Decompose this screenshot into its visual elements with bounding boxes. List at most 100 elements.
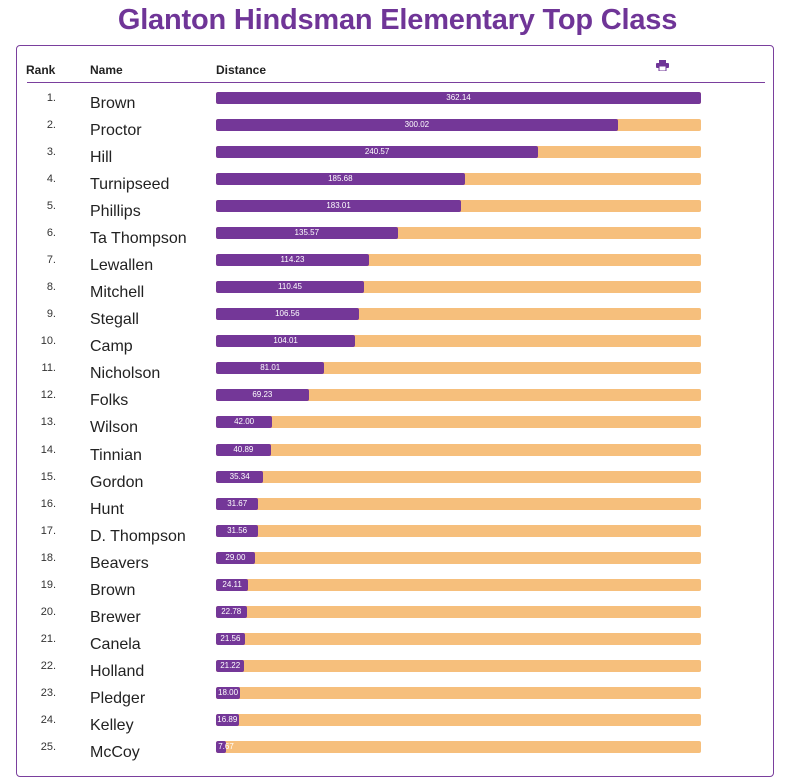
rank-value: 25. [40, 740, 56, 753]
distance-bar-fill [216, 92, 701, 104]
distance-bar[interactable]: 110.45 [216, 281, 701, 294]
distance-value: 22.78 [221, 606, 242, 616]
leaderboard-row: 10. Camp 104.01 [0, 334, 785, 361]
rank-value: 7. [46, 254, 56, 267]
student-name: Mitchell [90, 284, 145, 302]
rank-value: 8. [46, 281, 56, 294]
leaderboard-row: 24. Kelley 16.89 [0, 713, 785, 740]
distance-value: 110.45 [278, 282, 302, 292]
distance-bar-fill [216, 119, 618, 132]
leaderboard-row: 19. Brown 24.11 [0, 578, 785, 605]
column-header-name: Name [90, 63, 123, 77]
rank-value: 11. [41, 362, 56, 375]
rank-value: 3. [46, 146, 56, 159]
rank-value: 4. [46, 173, 56, 186]
student-name: Brown [90, 581, 136, 599]
rank-value: 24. [40, 713, 56, 726]
leaderboard-row: 1. Brown 362.14 [0, 91, 785, 118]
rank-value: 10. [40, 335, 56, 348]
distance-bar[interactable]: 21.56 [216, 632, 701, 645]
leaderboard-row: 8. Mitchell 110.45 [0, 280, 785, 307]
leaderboard-row: 25. McCoy 7.67 [0, 740, 785, 767]
student-name: Proctor [90, 122, 142, 140]
rank-value: 6. [46, 227, 56, 240]
leaderboard-row: 12. Folks 69.23 [0, 388, 785, 415]
distance-bar-fill [216, 470, 264, 483]
distance-bar[interactable]: 104.01 [216, 335, 701, 348]
distance-bar[interactable]: 18.00 [216, 686, 701, 699]
distance-value: 21.56 [220, 633, 241, 643]
distance-value: 240.57 [364, 147, 390, 157]
leaderboard-row: 9. Stegall 106.56 [0, 307, 785, 334]
rank-value: 13. [40, 416, 56, 429]
rank-value: 9. [46, 308, 56, 321]
distance-bar[interactable]: 81.01 [216, 362, 701, 375]
rank-value: 22. [40, 659, 56, 672]
distance-bar-fill [216, 605, 247, 618]
distance-bar[interactable]: 185.68 [216, 173, 701, 186]
distance-bar[interactable]: 31.56 [216, 524, 701, 537]
print-icon[interactable] [656, 58, 669, 72]
distance-bar-fill [216, 632, 245, 645]
distance-bar[interactable]: 69.23 [216, 389, 701, 402]
distance-bar[interactable]: 29.00 [216, 551, 701, 564]
distance-bar[interactable]: 22.78 [216, 605, 701, 618]
student-name: Camp [90, 338, 133, 356]
distance-value: 106.56 [275, 309, 300, 319]
leaderboard-row: 21. Canela 21.56 [0, 632, 785, 659]
distance-bar-fill [216, 443, 271, 456]
leaderboard-row: 2. Proctor 300.02 [0, 118, 785, 145]
header-divider [27, 82, 765, 83]
distance-bar-fill [216, 497, 259, 510]
student-name: Tinnian [90, 446, 142, 464]
distance-bar[interactable]: 40.89 [216, 443, 701, 456]
distance-bar[interactable]: 7.67 [216, 740, 701, 753]
student-name: McCoy [90, 743, 140, 761]
distance-bar-fill [216, 308, 359, 321]
rank-value: 19. [40, 578, 56, 591]
leaderboard-row: 23. Pledger 18.00 [0, 686, 785, 713]
distance-bar[interactable]: 183.01 [216, 200, 701, 213]
distance-bar[interactable]: 24.11 [216, 578, 701, 591]
distance-bar-fill [216, 740, 227, 753]
distance-bar-fill [216, 254, 369, 267]
distance-bar[interactable]: 35.34 [216, 470, 701, 483]
leaderboard-row: 15. Gordon 35.34 [0, 470, 785, 497]
rank-value: 18. [40, 551, 56, 564]
distance-bar[interactable]: 21.22 [216, 659, 701, 672]
distance-bar[interactable]: 16.89 [216, 713, 701, 726]
distance-value: 183.01 [326, 201, 351, 211]
distance-bar[interactable]: 114.23 [216, 254, 701, 267]
distance-bar-fill [216, 281, 364, 294]
distance-bar[interactable]: 31.67 [216, 497, 701, 510]
leaderboard-row: 14. Tinnian 40.89 [0, 443, 785, 470]
distance-bar-fill [216, 578, 249, 591]
distance-bar[interactable]: 300.02 [216, 119, 701, 132]
distance-bar-fill [216, 551, 255, 564]
leaderboard-row: 7. Lewallen 114.23 [0, 253, 785, 280]
distance-bar[interactable]: 362.14 [216, 92, 701, 104]
distance-bar-fill [216, 686, 241, 699]
leaderboard-row: 6. Ta Thompson 135.57 [0, 226, 785, 253]
student-name: Brown [90, 95, 136, 112]
rank-value: 15. [40, 470, 56, 483]
distance-value: 69.23 [252, 390, 273, 400]
distance-bar-fill [216, 389, 309, 402]
distance-bar[interactable]: 42.00 [216, 416, 701, 429]
distance-bar[interactable]: 106.56 [216, 308, 701, 321]
distance-value: 135.57 [294, 228, 320, 238]
student-name: Hill [90, 149, 113, 167]
distance-bar-fill [216, 335, 356, 348]
rank-value: 16. [40, 497, 56, 510]
distance-bar[interactable]: 240.57 [216, 146, 701, 159]
distance-bar-fill [216, 713, 239, 726]
distance-bar-fill [216, 524, 259, 537]
distance-bar[interactable]: 135.57 [216, 227, 701, 240]
distance-value: 35.34 [229, 471, 250, 481]
distance-value: 42.00 [234, 417, 255, 427]
student-name: Pledger [90, 689, 146, 707]
student-name: Nicholson [90, 365, 161, 383]
distance-bar-fill [216, 362, 325, 375]
distance-value: 185.68 [328, 174, 353, 184]
distance-value: 31.67 [227, 498, 248, 508]
